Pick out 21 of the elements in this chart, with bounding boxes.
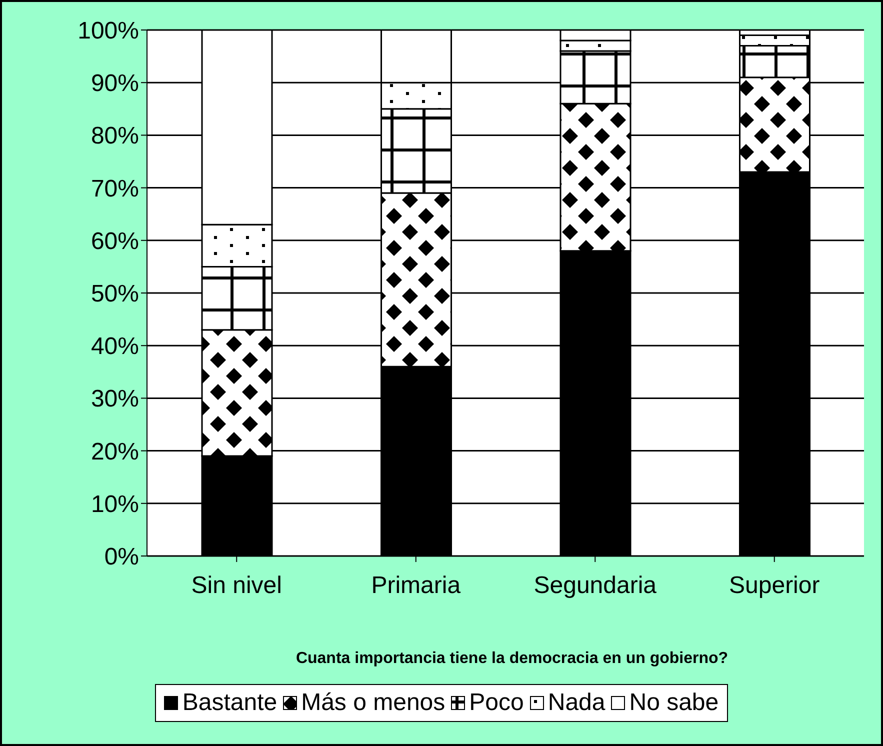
x-tick-label: Segundaria xyxy=(534,572,658,600)
y-tick-label: 0% xyxy=(104,544,139,571)
y-tick-label: 50% xyxy=(90,280,139,308)
legend-label: Poco xyxy=(468,689,524,717)
y-tick-label: 10% xyxy=(90,490,139,518)
x-tick-label: Sin nivel xyxy=(191,572,282,600)
legend-label: Más o menos xyxy=(300,689,446,717)
y-tick-label: 80% xyxy=(90,122,139,150)
y-tick-label: 20% xyxy=(90,438,139,466)
y-tick-label: 40% xyxy=(90,333,139,360)
x-tick-label: Superior xyxy=(729,572,820,600)
legend-label: No sabe xyxy=(628,689,719,717)
x-axis-title: Cuanta importancia tiene la democracia en un gobierno? xyxy=(294,650,730,668)
x-tick-label: Primaria xyxy=(371,572,462,600)
y-tick-label: 100% xyxy=(78,18,139,45)
y-tick-label: 70% xyxy=(90,175,139,202)
y-tick-label: 60% xyxy=(90,228,139,255)
y-tick-label: 30% xyxy=(90,386,139,413)
legend-label: Nada xyxy=(546,689,606,717)
y-tick-label: 90% xyxy=(90,70,139,98)
legend-label: Bastante xyxy=(181,689,278,717)
